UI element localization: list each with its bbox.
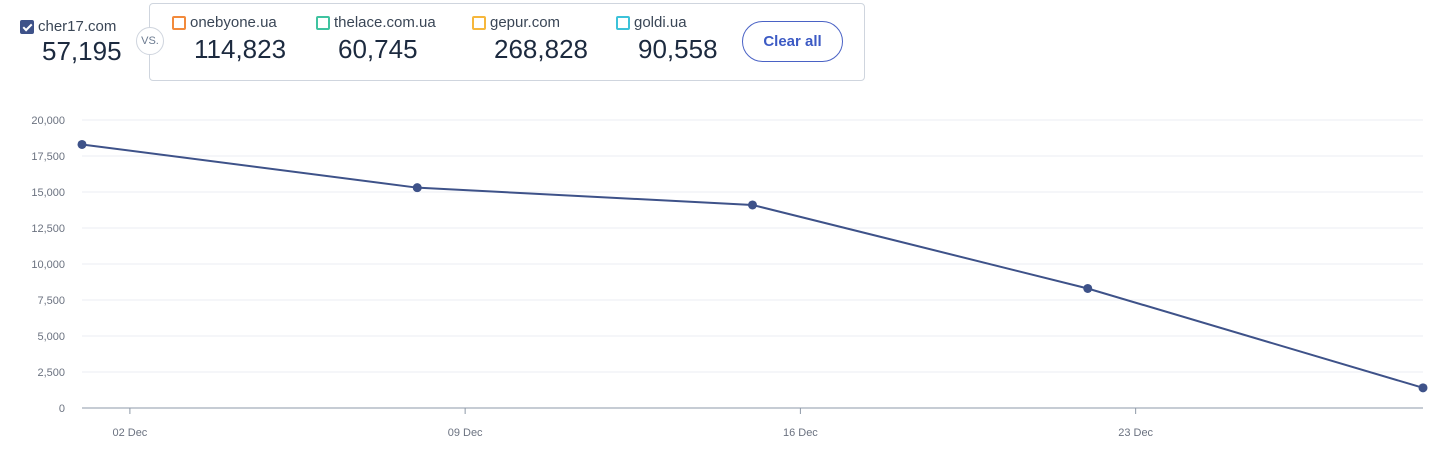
primary-site-value: 57,195 [42,36,122,66]
y-tick-label: 7,500 [37,295,65,307]
y-tick-label: 10,000 [31,259,65,271]
data-point [412,183,422,193]
competitor-value: 268,828 [494,34,588,64]
competitor-name: thelace.com.ua [334,14,436,32]
x-tick-label: 16 Dec [783,427,818,439]
data-point [77,139,87,149]
x-tick-label: 23 Dec [1118,427,1153,439]
competitor-value: 60,745 [338,34,418,64]
competitor-checkbox-goldi[interactable] [616,15,630,30]
data-point [1418,383,1428,393]
y-tick-label: 15,000 [31,187,65,199]
data-point [1083,283,1093,293]
x-tick-label: 09 Dec [448,427,483,439]
competitor-goldi: goldi.ua 90,558 [616,14,718,64]
chart-grid [82,119,1423,373]
competitor-name: onebyone.ua [190,14,277,32]
competitor-checkbox-thelace[interactable] [316,15,330,30]
data-point [748,200,757,210]
competitor-checkbox-gepur[interactable] [472,15,486,30]
primary-site: cher17.com 57,195 [20,18,132,66]
y-tick-label: 17,500 [31,151,65,163]
x-tick-label: 02 Dec [112,427,147,439]
y-tick-label: 0 [59,403,65,415]
primary-site-name: cher17.com [38,18,117,36]
y-tick-label: 12,500 [31,223,65,235]
competitor-thelace: thelace.com.ua 60,745 [316,14,436,64]
y-tick-label: 2,500 [37,367,65,379]
competitor-checkbox-onebyone[interactable] [172,15,186,30]
y-axis: 0 2,500 5,000 7,500 10,000 12,500 15,000 17,500… [31,115,65,415]
y-tick-label: 5,000 [37,331,65,343]
primary-site-checkbox[interactable] [20,19,34,34]
x-axis: 02 Dec 09 Dec 16 Dec 23 Dec [82,407,1423,439]
chart-series [77,139,1428,393]
competitor-onebyone: onebyone.ua 114,823 [172,14,286,64]
y-tick-label: 20,000 [31,115,65,127]
vs-badge: VS. [136,27,164,55]
competitor-panel: onebyone.ua 114,823 thelace.com.ua 60,74… [149,3,865,81]
competitor-value: 90,558 [638,34,718,64]
competitor-name: gepur.com [490,14,561,32]
competitor-gepur: gepur.com 268,828 [472,14,588,64]
clear-all-button[interactable]: Clear all [742,21,843,62]
series-line [81,143,1424,389]
competitor-value: 114,823 [194,34,287,64]
competitor-name: goldi.ua [634,14,687,32]
